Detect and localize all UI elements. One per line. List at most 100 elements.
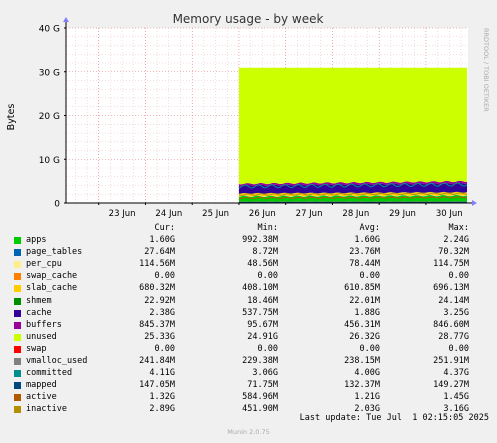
y-tick-label: 10 G [39,156,60,166]
legend-swatch [14,237,21,244]
y-axis-label: Bytes [6,104,17,131]
x-tick-label: 30 Jun [436,209,463,219]
legend-cur-value: 0.00 [154,271,175,282]
legend-avg-value: 1.21G [354,392,380,403]
legend-header-avg: Avg: [359,223,380,233]
x-tick-label: 29 Jun [389,209,416,219]
legend-row-cache: cache 2.38G 537.75M 1.88G 3.25G [0,308,497,320]
legend-cur-value: 241.84M [139,356,175,366]
legend-avg-value: 26.32G [349,331,380,342]
legend-min-value: 0.00 [257,271,278,282]
legend-max-value: 1.45G [443,392,469,403]
rrdtool-watermark: RRDTOOL / TOBI OETIKER [482,28,490,112]
legend-cur-value: 2.38G [149,307,175,318]
legend-row-buffers: buffers 845.37M 95.67M 456.31M 846.60M [0,320,497,332]
legend-cur-value: 845.37M [139,319,175,330]
x-tick-label: 27 Jun [296,209,323,219]
legend-min-value: 95.67M [247,319,278,330]
legend-cur-value: 147.05M [139,380,175,391]
legend-swatch [14,370,21,378]
legend-swatch [14,285,21,293]
area-apps [238,195,468,203]
legend-min-value: 3.06G [252,368,278,379]
legend-swatch [14,273,21,281]
legend-max-value: 3.25G [443,307,469,318]
legend-series-name: inactive [26,404,67,415]
x-tick-label: 25 Jun [202,209,229,219]
legend-header-min: Min: [257,223,278,233]
last-update: Last update: Tue Jul 1 02:15:05 2025 [299,413,489,423]
legend-avg-value: 1.88G [354,307,380,318]
legend-row-swap_cache: swap_cache 0.00 0.00 0.00 0.00 [0,271,497,283]
legend-min-value: 451.90M [242,404,278,415]
area-unused [238,67,468,185]
legend-min-value: 229.38M [242,356,278,366]
y-axis-arrow [63,17,69,22]
legend-header-max: Max: [448,223,469,233]
legend-max-value: 2.24G [443,235,469,245]
y-tick-label: 30 G [39,68,60,78]
legend-min-value: 537.75M [242,307,278,318]
legend-swatch [14,321,21,329]
legend-avg-value: 610.85M [344,283,380,294]
legend-swatch [14,345,21,353]
legend-row-slab_cache: slab_cache 680.32M 408.10M 610.85M 696.13M [0,283,497,295]
legend-series-name: active [26,392,57,403]
legend-series-name: page_tables [26,247,83,258]
y-tick-label: 20 G [39,112,60,122]
area-per_cpu [238,194,468,197]
legend-row-swap: swap 0.00 0.00 0.00 0.00 [0,344,497,356]
x-axis-arrow [472,200,477,206]
legend-avg-value: 1.60G [354,235,380,245]
y-tick-label: 0 [54,200,60,210]
legend-row-apps: apps 1.60G 992.38M 1.60G 2.24G [0,235,497,247]
legend-swatch [14,358,21,365]
legend-avg-value: 132.37M [344,380,380,391]
legend-row-active: active 1.32G 584.96M 1.21G 1.45G [0,392,497,404]
legend-max-value: 846.60M [433,319,469,330]
legend-row-page_tables: page_tables 27.64M 8.72M 23.76M 70.32M [0,247,497,259]
legend-cur-value: 4.11G [149,368,175,379]
legend-series-name: vmalloc_used [26,356,88,366]
legend-cur-value: 1.32G [149,392,175,403]
legend-min-value: 71.75M [247,380,278,391]
legend-max-value: 28.77G [438,331,469,342]
legend-max-value: 696.13M [433,283,469,294]
legend-series-name: unused [26,331,57,342]
legend-max-value: 24.14M [438,295,469,306]
line-active [238,196,468,199]
legend-series-name: swap_cache [26,271,78,282]
legend-swatch [14,406,21,414]
legend-swatch [14,261,21,269]
legend-row-committed: committed 4.11G 3.06G 4.00G 4.37G [0,368,497,380]
line-committed [238,182,468,189]
legend-cur-value: 114.56M [139,259,175,270]
legend-min-value: 18.46M [247,295,278,306]
legend-max-value: 70.32M [438,247,469,258]
legend-avg-value: 22.01M [349,295,380,306]
legend-avg-value: 0.00 [359,343,380,354]
y-tick-label: 40 G [39,25,60,35]
legend-min-value: 0.00 [257,343,278,354]
legend-min-value: 584.96M [242,392,278,403]
legend-cur-value: 1.60G [149,235,175,245]
legend-cur-value: 2.89G [149,404,175,415]
legend-row-unused: unused 25.33G 24.91G 26.32G 28.77G [0,332,497,344]
legend-header-cur: Cur: [154,223,175,233]
legend-max-value: 149.27M [433,380,469,391]
legend-swatch [14,382,21,390]
legend-max-value: 4.37G [443,368,469,379]
area-shmem [238,191,468,194]
legend-series-name: swap [26,343,47,354]
legend-series-name: slab_cache [26,283,78,294]
legend-row-per_cpu: per_cpu 114.56M 48.56M 78.44M 114.75M [0,259,497,271]
legend-series-name: apps [26,235,47,245]
legend-avg-value: 23.76M [349,247,380,258]
legend-max-value: 3.16G [443,404,469,415]
legend-max-value: 0.00 [448,343,469,354]
legend-series-name: mapped [26,380,57,391]
legend-min-value: 48.56M [247,259,278,270]
legend-cur-value: 27.64M [144,247,175,258]
legend-avg-value: 238.15M [344,356,380,366]
munin-version: Munin 2.0.75 [227,428,270,436]
